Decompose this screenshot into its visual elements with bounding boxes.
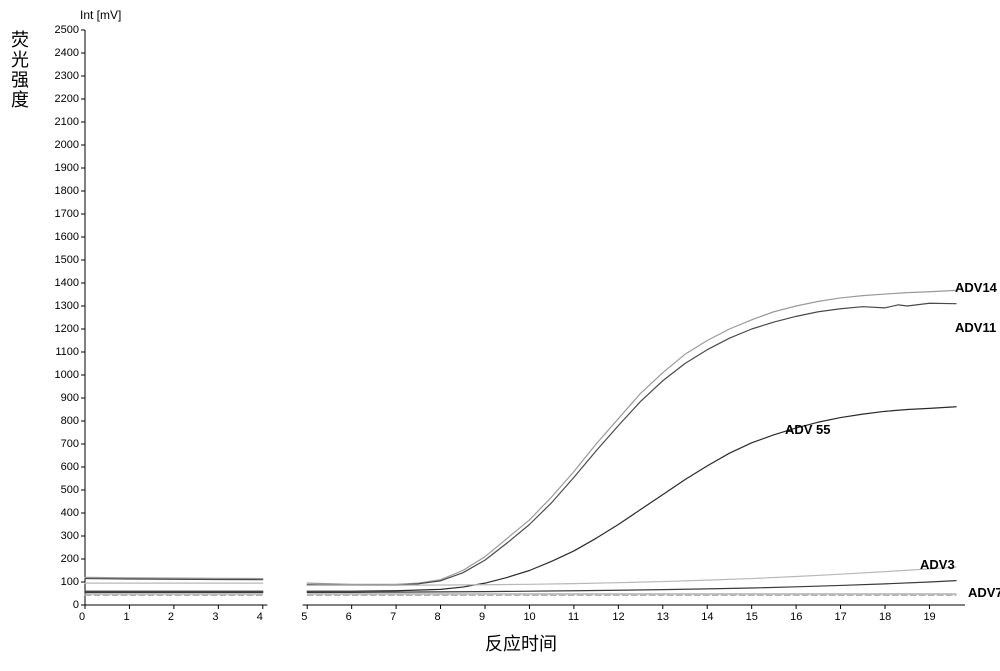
x-tick-label: 18: [879, 611, 891, 623]
x-tick-label: 19: [923, 611, 935, 623]
y-tick-label: 400: [61, 507, 79, 519]
x-tick-label: 17: [835, 611, 847, 623]
x-tick-label: 6: [346, 611, 352, 623]
x-axis-title: 反应时间: [485, 630, 557, 656]
x-tick-label: 7: [390, 611, 396, 623]
series-label-adv55: ADV 55: [785, 422, 831, 437]
chart-container: 荧光强度 Int [mV]010020030040050060070080090…: [0, 0, 1000, 671]
x-tick-label: 16: [790, 611, 802, 623]
x-tick-label: 15: [746, 611, 758, 623]
x-tick-label: 9: [479, 611, 485, 623]
y-tick-label: 1700: [55, 208, 79, 220]
y-tick-label: 700: [61, 438, 79, 450]
x-tick-label: 11: [568, 611, 579, 623]
y-tick-label: 1200: [55, 323, 79, 335]
chart-svg: [0, 0, 1000, 671]
y-tick-label: 1600: [55, 231, 79, 243]
y-tick-label: 600: [61, 461, 79, 473]
x-tick-label: 0: [79, 611, 85, 623]
y-tick-label: 1100: [55, 346, 79, 358]
y-tick-label: 900: [61, 392, 79, 404]
y-tick-label: 1900: [55, 162, 79, 174]
y-tick-label: 2400: [55, 47, 79, 59]
y-tick-label: 2500: [55, 24, 79, 36]
x-tick-label: 13: [657, 611, 669, 623]
y-tick-label: 1400: [55, 277, 79, 289]
x-tick-label: 5: [301, 611, 307, 623]
y-tick-label: 500: [61, 484, 79, 496]
x-tick-label: 14: [701, 611, 713, 623]
y-tick-label: 1300: [55, 300, 79, 312]
y-tick-label: 800: [61, 415, 79, 427]
y-tick-label: 2000: [55, 139, 79, 151]
x-tick-label: 1: [123, 611, 129, 623]
series-label-adv3: ADV3: [920, 557, 955, 572]
x-tick-label: 4: [257, 611, 263, 623]
y-tick-label: 2100: [55, 116, 79, 128]
y-axis-unit: Int [mV]: [80, 8, 121, 22]
y-tick-label: 2300: [55, 70, 79, 82]
y-tick-label: 100: [61, 576, 79, 588]
y-tick-label: 2200: [55, 93, 79, 105]
x-tick-label: 2: [168, 611, 174, 623]
y-tick-label: 1500: [55, 254, 79, 266]
series-label-adv11: ADV11: [955, 320, 996, 335]
x-tick-label: 12: [612, 611, 624, 623]
y-tick-label: 1000: [55, 369, 79, 381]
y-tick-label: 200: [61, 553, 79, 565]
x-tick-label: 8: [435, 611, 441, 623]
y-tick-label: 0: [73, 599, 79, 611]
y-tick-label: 300: [61, 530, 79, 542]
x-tick-label: 10: [523, 611, 535, 623]
x-tick-label: 3: [212, 611, 218, 623]
series-label-adv14: ADV14: [955, 280, 997, 295]
y-tick-label: 1800: [55, 185, 79, 197]
series-label-adv7: ADV7: [968, 585, 1000, 600]
